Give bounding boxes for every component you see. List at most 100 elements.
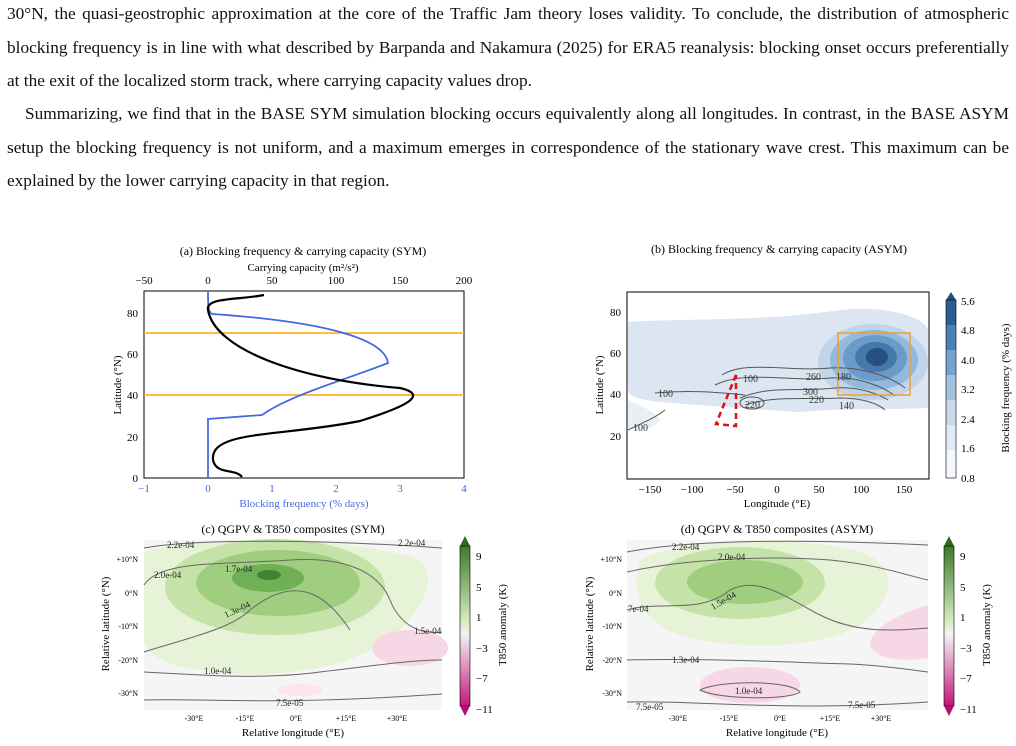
tick-label: −100 bbox=[681, 484, 704, 496]
contour-label: 7.5e-05 bbox=[636, 702, 664, 712]
panel-a-title: (a) Blocking frequency & carrying capaci… bbox=[180, 244, 427, 258]
blocking-shading-5 bbox=[866, 348, 888, 366]
colorbar-bin bbox=[946, 450, 956, 478]
colorbar-top-arrow bbox=[946, 292, 956, 300]
colorbar-bin bbox=[946, 300, 956, 325]
tick-label: 5 bbox=[960, 582, 966, 594]
panel-c-qgpv-contours bbox=[143, 540, 443, 702]
tick-label: −11 bbox=[476, 704, 493, 716]
colorbar-bin bbox=[946, 400, 956, 425]
panel-c: (c) QGPV & T850 composites (SYM) 2.2e-04… bbox=[100, 522, 509, 739]
tick-label: 80 bbox=[127, 308, 139, 320]
tick-label: +10°N bbox=[117, 555, 139, 564]
tick-label: 0 bbox=[133, 473, 139, 485]
contour-label: 140 bbox=[839, 401, 854, 412]
qgpv-contour-loop bbox=[698, 682, 801, 699]
contour-label: 2.0e-04 bbox=[718, 552, 746, 562]
tick-label: 2.4 bbox=[961, 414, 975, 426]
red-dashed-box bbox=[714, 374, 738, 428]
tick-label: -30°E bbox=[185, 714, 204, 723]
contour-label: 100 bbox=[658, 389, 673, 400]
contour-label: 260 bbox=[806, 372, 821, 383]
tick-label: 0 bbox=[774, 484, 780, 496]
panel-b-contour-labels: 100 100 100 180 260 300 220 140 220 bbox=[633, 372, 854, 434]
tick-label: -30°N bbox=[602, 689, 622, 698]
tick-label: 1 bbox=[476, 612, 482, 624]
panel-c-ylabel: Relative latitude (°N) bbox=[100, 576, 112, 671]
tick-label: -15°E bbox=[720, 714, 739, 723]
tick-label: 200 bbox=[456, 275, 473, 287]
qgpv-contour bbox=[626, 658, 929, 673]
panel-d: (d) QGPV & T850 composites (ASYM) 2.2e-0… bbox=[584, 522, 993, 739]
contour-label: 1.0e-04 bbox=[204, 666, 232, 676]
panel-c-title: (c) QGPV & T850 composites (SYM) bbox=[201, 522, 384, 536]
capacity-contour bbox=[714, 376, 896, 397]
colorbar-label: T850 anomaly (K) bbox=[981, 584, 993, 666]
panel-d-title: (d) QGPV & T850 composites (ASYM) bbox=[681, 522, 874, 536]
tick-label: 1 bbox=[269, 483, 275, 495]
contour-label: 1.3e-04 bbox=[672, 655, 700, 665]
capacity-contour bbox=[721, 366, 906, 389]
colorbar-bottom-arrow bbox=[460, 706, 470, 716]
orange-box bbox=[837, 332, 911, 396]
tick-label: 0°N bbox=[125, 589, 138, 598]
tick-label: 4.0 bbox=[961, 355, 975, 367]
contour-label: 2.2e-04 bbox=[398, 538, 426, 548]
contour-label: 100 bbox=[743, 374, 758, 385]
tick-label: −50 bbox=[726, 484, 744, 496]
tick-label: +15°E bbox=[336, 714, 357, 723]
paragraph-summary: Summarizing, we find that in the BASE SY… bbox=[7, 104, 1009, 190]
panel-d-ylabel: Relative latitude (°N) bbox=[584, 576, 596, 671]
tick-label: −1 bbox=[138, 483, 150, 495]
blocking-frequency-line bbox=[207, 290, 389, 478]
colorbar-label: T850 anomaly (K) bbox=[497, 584, 509, 666]
qgpv-contour bbox=[626, 540, 929, 553]
tick-label: 80 bbox=[610, 307, 622, 319]
contour-label: 1.0e-04 bbox=[735, 686, 763, 696]
qgpv-contour bbox=[626, 557, 929, 581]
panel-b: (b) Blocking frequency & carrying capaci… bbox=[594, 242, 1012, 510]
panel-c-xlabel: Relative longitude (°E) bbox=[242, 727, 344, 739]
capacity-contour-loop bbox=[739, 396, 765, 410]
qgpv-contour bbox=[626, 701, 929, 707]
contour-label: 7.5e-05 bbox=[848, 700, 876, 710]
tick-label: −3 bbox=[960, 643, 972, 655]
contour-label: 100 bbox=[633, 423, 648, 434]
contour-label: 7.5e-05 bbox=[276, 698, 304, 708]
tick-label: +15°E bbox=[820, 714, 841, 723]
tick-label: -20°N bbox=[602, 656, 622, 665]
tick-label: 3 bbox=[397, 483, 403, 495]
t850-negative-shading bbox=[870, 605, 928, 660]
contour-label: 220 bbox=[745, 400, 760, 411]
blocking-shading-light-west bbox=[628, 400, 660, 430]
panel-c-colorbar: 9 5 1 −3 −7 −11 T850 anomaly (K) bbox=[459, 536, 509, 716]
panel-a: (a) Blocking frequency & carrying capaci… bbox=[112, 244, 473, 510]
panel-d-qgpv-contours bbox=[626, 540, 929, 707]
qgpv-contour bbox=[143, 659, 443, 677]
qgpv-contour bbox=[143, 693, 443, 702]
tick-label: 40 bbox=[127, 390, 139, 402]
tick-label: 2 bbox=[333, 483, 339, 495]
tick-label: 3.2 bbox=[961, 384, 975, 396]
tick-label: 4 bbox=[461, 483, 467, 495]
t850-negative-shading bbox=[700, 667, 800, 703]
tick-label: 20 bbox=[127, 432, 139, 444]
paragraph-conclusion: 30°N, the quasi-geostrophic approximatio… bbox=[7, 4, 1009, 90]
t850-shading-3 bbox=[687, 560, 803, 604]
qgpv-contour bbox=[143, 590, 351, 653]
tick-label: 9 bbox=[476, 551, 482, 563]
panel-b-xlabel: Longitude (°E) bbox=[744, 498, 811, 510]
tick-label: 0 bbox=[205, 483, 211, 495]
tick-label: 20 bbox=[610, 431, 622, 443]
qgpv-contour bbox=[626, 584, 929, 631]
tick-label: 0.8 bbox=[961, 473, 975, 485]
panel-b-title: (b) Blocking frequency & carrying capaci… bbox=[651, 242, 907, 256]
tick-label: 150 bbox=[392, 275, 409, 287]
tick-label: +10°N bbox=[601, 555, 623, 564]
tick-label: 50 bbox=[267, 275, 279, 287]
tick-label: 150 bbox=[896, 484, 913, 496]
colorbar-bar bbox=[943, 545, 955, 707]
colorbar-top-arrow bbox=[944, 536, 954, 546]
tick-label: -10°N bbox=[602, 622, 622, 631]
tick-label: 40 bbox=[610, 389, 622, 401]
